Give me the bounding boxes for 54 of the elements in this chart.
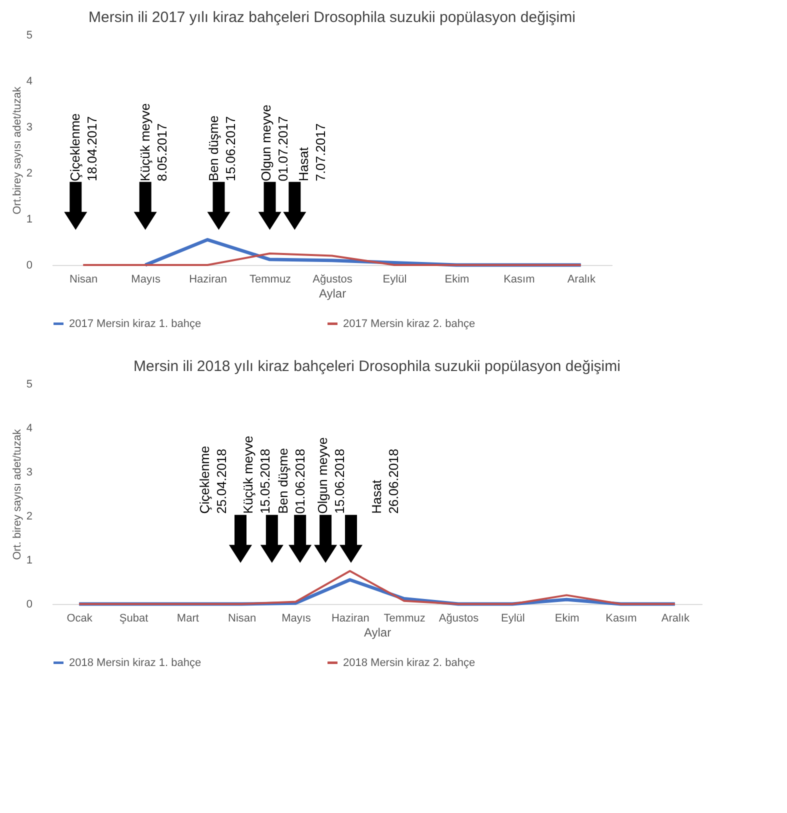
x-tick-label: Eylül [382, 274, 407, 286]
x-tick-label: Ekim [554, 612, 580, 624]
x-tick-label: Mart [176, 612, 199, 624]
x-tick-label: Şubat [119, 612, 148, 624]
annotation: Hasat 26.06.2018 [369, 448, 401, 514]
y-tick-label: 5 [26, 378, 32, 390]
x-axis-title: Aylar [318, 286, 346, 300]
y-tick-label: 0 [26, 260, 32, 272]
y-axis-title: Ort. birey sayısı adet/tuzak [11, 428, 24, 560]
y-tick-label: 4 [26, 76, 32, 88]
y-tick-label: 2 [26, 510, 32, 522]
annotation: Ben düşme 01.06.2018 [275, 448, 308, 514]
legend-label: 2018 Mersin kiraz 1. bahçe [69, 656, 202, 669]
x-tick-label: Nisan [228, 612, 256, 624]
y-tick-label: 0 [26, 598, 32, 610]
x-tick-label: Mayıs [131, 274, 161, 286]
annotation: Olgun meyve 01.07.2017 [258, 104, 291, 182]
x-tick-label: Kasım [606, 612, 637, 624]
x-tick-label: Temmuz [384, 612, 426, 624]
x-tick-label: Temmuz [249, 274, 292, 286]
legend-label: 2018 Mersin kiraz 2. bahçe [343, 656, 476, 669]
y-axis-title: Ort.birey sayısı adet/tuzak [11, 86, 24, 214]
line-series [78, 570, 676, 605]
y-tick-label: 1 [26, 214, 32, 226]
chart-title: Mersin ili 2017 yılı kiraz bahçeleri Drosophila suzukii popülasyon değişimi [88, 9, 576, 26]
annotation: Hasat 7.07.2017 [296, 123, 328, 182]
y-tick-label: 2 [26, 168, 32, 180]
x-tick-label: Aralık [567, 274, 596, 286]
x-tick-label: Haziran [189, 274, 228, 286]
x-tick-label: Kasım [504, 274, 535, 286]
x-tick-label: Eylül [500, 612, 525, 624]
annotation: Küçük meyve 8.05.2017 [137, 103, 170, 182]
y-tick-label: 3 [26, 122, 32, 134]
x-tick-label: Ağustos [438, 612, 480, 624]
x-tick-label: Nisan [70, 274, 98, 286]
x-tick-label: Mayıs [282, 612, 312, 624]
chart-title: Mersin ili 2018 yılı kiraz bahçeleri Drosophila suzukii popülasyon değişimi [134, 358, 620, 375]
annotation: Çiçeklenme 18.04.2017 [68, 113, 100, 182]
legend-label: 2017 Mersin kiraz 1. bahçe [69, 318, 202, 330]
x-tick-label: Ekim [444, 274, 470, 286]
y-tick-label: 4 [26, 422, 32, 434]
annotation: Küçük meyve 15.05.2018 [240, 436, 273, 514]
annotation: Ben düşme 15.06.2017 [206, 116, 238, 182]
annotation: Çiçeklenme 25.04.2018 [196, 446, 229, 514]
x-axis-title: Aylar [364, 626, 392, 640]
y-tick-label: 3 [26, 466, 32, 478]
y-tick-label: 5 [26, 30, 32, 42]
legend-label: 2017 Mersin kiraz 2. bahçe [343, 318, 476, 330]
x-tick-label: Haziran [331, 612, 370, 624]
x-tick-label: Aralık [661, 612, 690, 624]
x-tick-label: Ağustos [312, 274, 353, 286]
y-tick-label: 1 [26, 554, 32, 566]
x-tick-label: Ocak [66, 612, 93, 624]
annotation: Olgun meyve 15.06.2018 [314, 437, 347, 514]
